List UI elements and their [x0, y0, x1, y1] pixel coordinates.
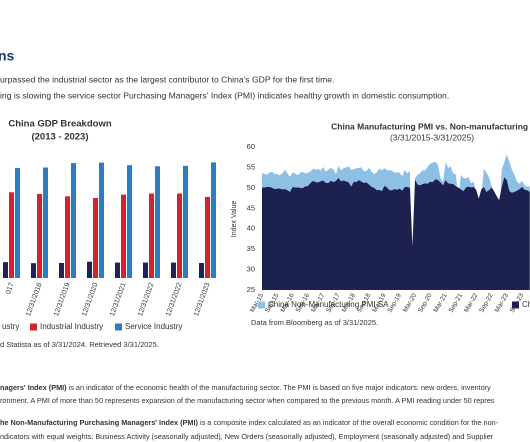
- legend-swatch: [30, 323, 37, 331]
- legend-swatch: [512, 301, 519, 309]
- intro-line: urpassed the industrial sector as the la…: [0, 74, 334, 84]
- bar: [99, 162, 104, 278]
- bar: [199, 262, 204, 278]
- bar: [205, 196, 210, 278]
- x-tick-label: Sep-22: [478, 292, 495, 314]
- intro-line: ing is slowing the service sector Purcha…: [0, 90, 449, 100]
- y-tick-label: 40: [247, 224, 255, 233]
- footnote-line: ndicators with equal weights: Business A…: [0, 432, 494, 441]
- chart-subtitle: (3/31/2015-3/31/2025): [390, 132, 474, 142]
- section-title: ns: [0, 48, 15, 64]
- x-tick-label: 017: [5, 282, 16, 295]
- x-tick-label: Sep-19: [386, 292, 403, 314]
- y-tick-label: 50: [247, 183, 255, 192]
- bar: [65, 196, 70, 278]
- bar: [211, 162, 216, 278]
- bar: [155, 166, 160, 278]
- y-tick-label: 55: [247, 162, 255, 171]
- legend-label: ustry: [2, 322, 19, 331]
- footnote-text: is a composite index calculated as an in…: [198, 418, 499, 427]
- x-tick-label: Sep-20: [417, 292, 434, 314]
- x-tick-label: 12/31/2020: [81, 282, 100, 317]
- bar: [43, 167, 48, 278]
- bar: [3, 262, 8, 278]
- bar: [171, 262, 176, 278]
- legend-label: China Non-Manufacturing PMI SA: [268, 300, 389, 309]
- legend-swatch: [258, 301, 265, 309]
- footnote-text: is an indicator of the economic health o…: [67, 383, 491, 392]
- legend-label: Industrial Industry: [40, 322, 103, 331]
- bar: [87, 261, 92, 278]
- footnote-line: he Non-Manufacturing Purchasing Managers…: [0, 418, 499, 427]
- bar: [15, 167, 20, 278]
- y-tick-label: 30: [247, 265, 255, 274]
- x-tick-label: 12/31/2021: [109, 282, 128, 317]
- bar: [121, 194, 126, 278]
- x-tick-label: 12/31/2018: [25, 282, 44, 317]
- bar: [149, 193, 154, 278]
- legend-swatch: [115, 323, 122, 331]
- bar: [127, 165, 132, 278]
- y-axis-label: Index Value: [231, 201, 238, 238]
- x-tick-label: 12/31/2022: [137, 282, 156, 317]
- x-tick-label: 12/31/2022: [165, 282, 184, 317]
- bar: [9, 192, 14, 278]
- bar: [31, 263, 36, 278]
- y-tick-label: 45: [247, 203, 255, 212]
- bar: [115, 262, 120, 278]
- footnote-bold: he Non-Manufacturing Purchasing Managers…: [0, 418, 199, 427]
- footnote-line: nagers' Index (PMI) is an indicator of t…: [0, 383, 491, 392]
- legend-label: Chi: [522, 300, 530, 309]
- y-tick-label: 25: [247, 285, 255, 294]
- bar: [183, 165, 188, 278]
- footnote-line: ronment. A PMI of more than 50 represent…: [0, 396, 495, 405]
- bar: [71, 163, 76, 278]
- x-tick-label: 12/31/2019: [53, 282, 72, 317]
- x-tick-label: Sep-21: [448, 292, 465, 314]
- y-tick-label: 35: [247, 244, 255, 253]
- chart-subtitle: (2013 - 2023): [31, 132, 88, 143]
- bar: [93, 197, 98, 278]
- chart-title: China GDP Breakdown: [8, 119, 111, 130]
- bar: [59, 262, 64, 278]
- area: [262, 177, 530, 290]
- bar: [37, 193, 42, 278]
- chart-title: China Manufacturing PMI vs. Non-manufact…: [331, 121, 530, 131]
- footnote-text: ndicators with equal weights: Business A…: [0, 432, 494, 441]
- x-tick-label: 12/31/2023: [193, 282, 212, 317]
- footnote-text: ronment. A PMI of more than 50 represent…: [0, 396, 495, 405]
- source-note: Data from Bloomberg as of 3/31/2025.: [251, 318, 378, 327]
- bar: [177, 193, 182, 278]
- y-tick-label: 60: [247, 142, 255, 151]
- footnote-bold: nagers' Index (PMI): [0, 383, 67, 392]
- legend-label: Service Industry: [125, 322, 182, 331]
- bar: [143, 262, 148, 278]
- source-note: d Statista as of 3/31/2024. Retrieved 3/…: [0, 340, 159, 349]
